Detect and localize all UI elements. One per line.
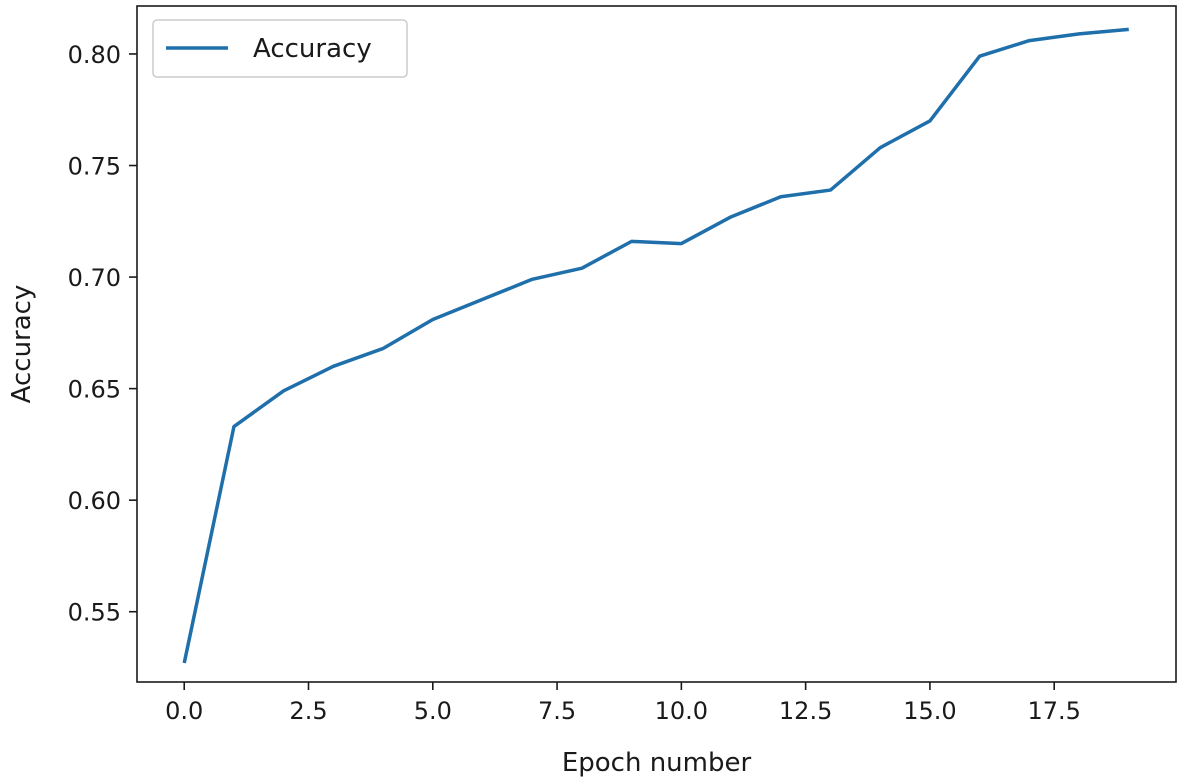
x-tick-label: 12.5 bbox=[779, 697, 832, 725]
legend-box bbox=[152, 19, 408, 78]
x-tick-label: 7.5 bbox=[538, 697, 576, 725]
y-tick-label: 0.55 bbox=[68, 599, 121, 627]
x-axis-label: Epoch number bbox=[562, 748, 752, 778]
y-tick-label: 0.80 bbox=[68, 41, 121, 69]
y-tick-label: 0.60 bbox=[68, 487, 121, 515]
plot-frame bbox=[136, 5, 1177, 683]
x-tick-label: 15.0 bbox=[903, 697, 956, 725]
legend-entry-accuracy: Accuracy bbox=[253, 34, 372, 64]
x-tick-label: 17.5 bbox=[1027, 697, 1080, 725]
y-tick-label: 0.75 bbox=[68, 153, 121, 181]
legend: Accuracy bbox=[152, 19, 408, 78]
x-tick-label: 0.0 bbox=[165, 697, 203, 725]
y-tick-label: 0.65 bbox=[68, 376, 121, 404]
y-axis-label: Accuracy bbox=[7, 285, 37, 404]
y-tick-label: 0.70 bbox=[68, 264, 121, 292]
x-tick-label: 10.0 bbox=[655, 697, 708, 725]
series-layer bbox=[182, 27, 1129, 664]
x-tick-label: 2.5 bbox=[289, 697, 327, 725]
axis-ticks: 0.0 2.5 5.0 7.5 10.0 12.5 15.0 17.5 0.55 0.60 0.65… bbox=[68, 41, 1081, 725]
series-line-accuracy bbox=[182, 27, 1129, 664]
x-tick-label: 5.0 bbox=[414, 697, 452, 725]
